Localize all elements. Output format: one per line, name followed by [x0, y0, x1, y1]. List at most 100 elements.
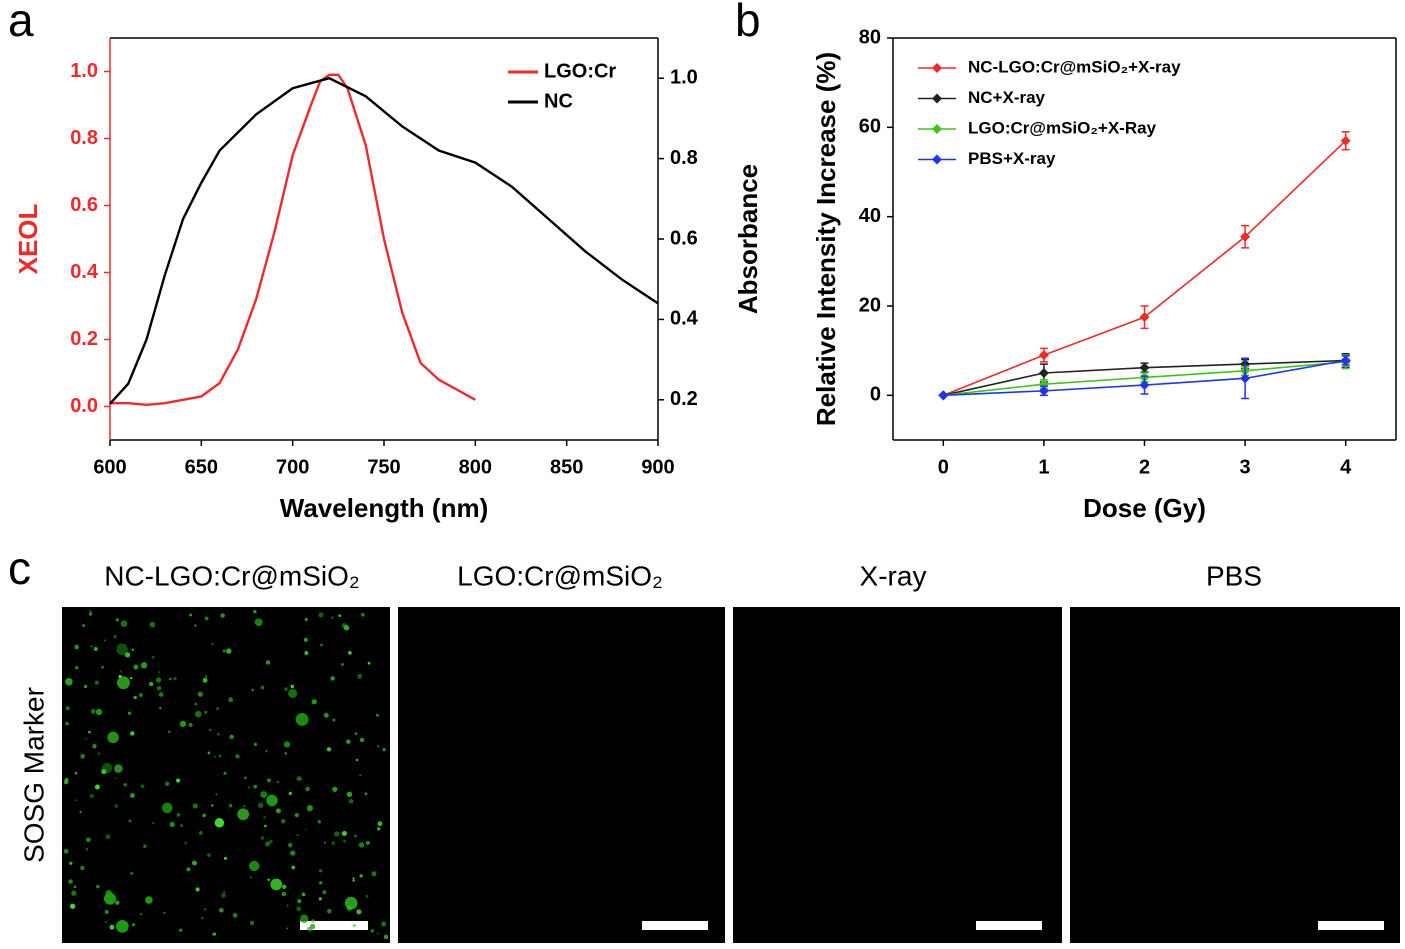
fluorescent-spot	[266, 794, 278, 807]
fluorescent-spot	[249, 860, 260, 872]
data-point	[1139, 312, 1150, 323]
x-tick-label: 0	[938, 456, 949, 478]
fluorescent-spot	[352, 879, 355, 882]
fluorescent-spot	[228, 697, 234, 703]
fluorescent-spot	[198, 831, 203, 835]
fluorescent-spot	[243, 804, 246, 807]
y2-tick-label: 1.0	[670, 66, 698, 88]
fluorescent-spot	[73, 885, 77, 889]
fluorescent-spot	[299, 777, 303, 781]
fluorescent-spot	[348, 651, 352, 655]
fluorescent-spot	[194, 710, 202, 718]
fluorescent-spot	[113, 634, 117, 639]
y-axis-title: XEOL	[13, 203, 43, 274]
fluorescent-spot	[220, 613, 225, 618]
y-tick-label: 0.6	[70, 194, 98, 216]
fluorescent-spot	[306, 805, 313, 812]
fluorescent-spot	[74, 644, 80, 650]
legend-label: LGO:Cr@mSiO₂+X-Ray	[968, 118, 1157, 137]
row-label: SOSG Marker	[18, 687, 49, 863]
data-point	[1038, 350, 1049, 361]
fluorescent-spot	[173, 676, 177, 681]
fluorescent-spot	[301, 892, 306, 897]
fluorescent-spot	[211, 933, 215, 936]
fluorescent-spot	[219, 907, 224, 913]
legend-marker	[932, 154, 942, 165]
fluorescent-spot	[145, 896, 153, 904]
fluorescent-spot	[97, 752, 101, 755]
fluorescent-spot	[286, 904, 289, 907]
fluorescent-spot	[291, 865, 296, 870]
fluorescent-spot	[204, 908, 206, 911]
fluorescent-spot	[123, 783, 128, 787]
fluorescent-spot	[317, 820, 321, 824]
x-tick-label: 600	[93, 456, 126, 478]
fluorescent-spot	[318, 881, 323, 885]
fluorescent-spot	[194, 624, 197, 627]
fluorescent-spot	[295, 712, 309, 726]
fluorescent-spot	[322, 890, 327, 895]
fluorescent-spot	[353, 834, 358, 838]
fluorescent-spot	[133, 664, 139, 670]
legend-marker	[932, 124, 942, 134]
fluorescent-spot	[257, 802, 264, 809]
fluorescent-spot	[88, 730, 91, 734]
fluorescent-spot	[89, 793, 94, 799]
data-point	[938, 390, 949, 401]
fluorescent-spot	[164, 781, 170, 787]
fluorescent-spot	[80, 753, 86, 759]
fluorescent-spot	[214, 755, 217, 758]
y-tick-label: 0.4	[70, 261, 99, 283]
fluorescent-spot	[109, 924, 115, 930]
y-tick-label: 0	[870, 384, 881, 406]
fluorescent-spot	[116, 676, 130, 690]
fluorescent-spot	[305, 786, 310, 792]
fluorescent-spot	[284, 752, 288, 755]
x-tick-label: 650	[185, 456, 218, 478]
legend-marker	[932, 93, 942, 104]
fluorescent-spot	[215, 793, 218, 796]
fluorescent-spot	[94, 680, 99, 685]
fluorescent-spot	[211, 642, 214, 645]
legend-label: NC	[544, 90, 573, 112]
fluorescent-spot	[275, 808, 281, 814]
fluorescent-spot	[223, 856, 228, 860]
fluorescent-spot	[330, 676, 335, 681]
fluorescent-spot	[194, 702, 197, 706]
fluorescent-spot	[254, 618, 263, 627]
fluorescent-spot	[359, 874, 363, 878]
fluorescent-spot	[253, 609, 257, 614]
micrograph	[62, 607, 390, 943]
fluorescent-spot	[304, 651, 309, 655]
y-tick-label: 1.0	[70, 60, 98, 82]
scale-bar	[642, 921, 708, 930]
fluorescent-spot	[204, 675, 208, 678]
fluorescent-spot	[260, 791, 268, 798]
fluorescent-spot	[323, 712, 329, 718]
fluorescent-spot	[266, 778, 272, 783]
y-tick-label: 80	[859, 26, 881, 48]
fluorescent-spot	[283, 741, 291, 748]
fluorescent-spot	[296, 906, 302, 912]
y2-axis-title: Absorbance	[733, 164, 763, 314]
fluorescent-spot	[167, 730, 171, 734]
fluorescent-spot	[161, 802, 173, 814]
data-point	[1340, 355, 1351, 366]
fluorescent-spot	[103, 892, 116, 905]
fluorescent-spot	[94, 784, 100, 790]
fluorescent-spot	[244, 776, 247, 780]
fluorescent-spot	[83, 684, 88, 689]
fluorescent-spot	[286, 927, 289, 930]
fluorescent-spot	[90, 708, 96, 714]
fluorescent-spot	[228, 803, 233, 808]
fluorescent-spot	[130, 871, 134, 875]
fluorescent-spot	[119, 670, 122, 673]
fluorescent-spot	[357, 673, 363, 679]
x-axis-title: Wavelength (nm)	[280, 493, 488, 523]
fluorescent-spot	[63, 848, 69, 854]
fluorescent-spot	[326, 747, 332, 752]
fluorescent-spot	[157, 671, 160, 674]
fluorescent-spot	[192, 803, 198, 809]
fluorescent-spot	[294, 812, 299, 818]
fluorescent-spot	[288, 688, 298, 698]
